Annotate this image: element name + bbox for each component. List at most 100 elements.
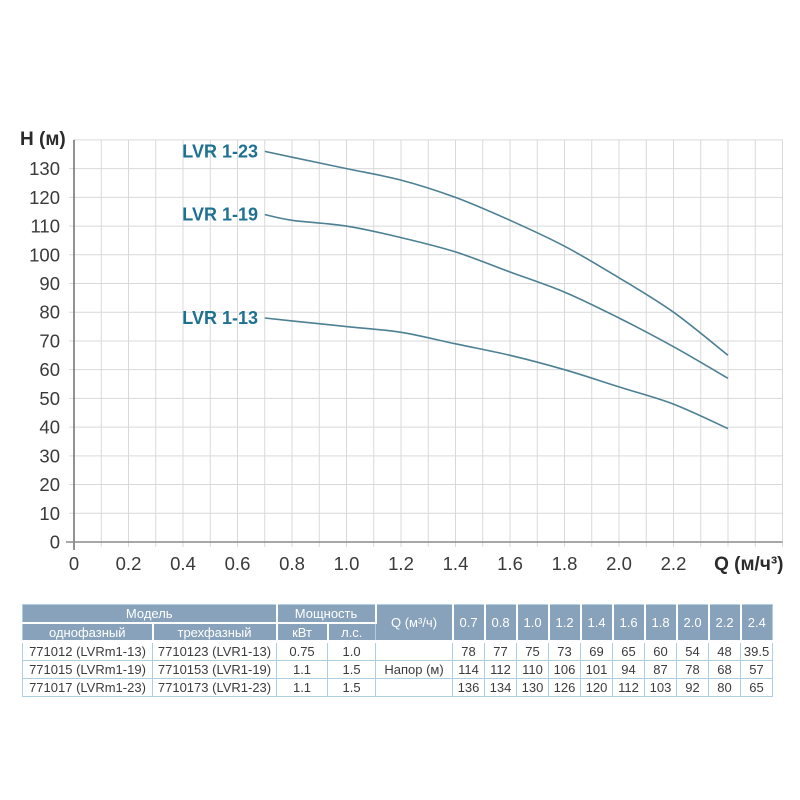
- header-q-value: 1.0: [516, 604, 550, 643]
- head-value-cell: 92: [676, 678, 710, 697]
- header-hp: л.с.: [327, 623, 377, 643]
- head-value-cell: 101: [580, 660, 614, 679]
- header-single-phase: однофазный: [22, 623, 154, 643]
- head-value-cell: 48: [708, 641, 742, 661]
- x-tick-label: 0.8: [279, 553, 305, 574]
- header-q-value: 1.8: [644, 604, 678, 643]
- header-q-value: 1.4: [580, 604, 614, 643]
- head-value-cell: 73: [548, 641, 582, 661]
- header-power: Мощность: [276, 604, 377, 624]
- pump-specs-table: Модель Мощность Q (м³/ч) 0.7 0.8 1.0 1.2 1.4…: [22, 604, 774, 697]
- table-body: 771012 (LVRm1-13) 7710123 (LVR1-13) 0.75 1.…: [22, 641, 774, 697]
- y-tick-label: 20: [39, 474, 60, 495]
- header-q-value: 2.4: [740, 604, 774, 643]
- head-label-cell: [375, 678, 454, 697]
- x-tick-label: 1.6: [497, 553, 523, 574]
- head-label-cell: Напор (м): [375, 660, 454, 679]
- x-tick-label: 2.2: [661, 553, 687, 574]
- x-tick-label: 1.8: [552, 553, 578, 574]
- y-tick-label: 120: [29, 187, 60, 208]
- head-value-cell: 75: [516, 641, 550, 661]
- head-value-cell: 39.5: [740, 641, 774, 661]
- curve-label-LVR-1-13: LVR 1-13: [182, 308, 258, 328]
- y-tick-label: 50: [39, 388, 60, 409]
- x-tick-label: 0: [69, 553, 79, 574]
- power-hp-cell: 1.0: [327, 641, 377, 661]
- head-value-cell: 136: [452, 678, 486, 697]
- table-header-row-1: Модель Мощность Q (м³/ч) 0.7 0.8 1.0 1.2 1.4…: [22, 604, 774, 643]
- header-q-value: 2.0: [676, 604, 710, 643]
- head-value-cell: 60: [644, 641, 678, 661]
- table-header: Модель Мощность Q (м³/ч) 0.7 0.8 1.0 1.2 1.4…: [22, 604, 774, 643]
- header-model: Модель: [22, 604, 278, 624]
- y-tick-label: 100: [29, 244, 60, 265]
- y-tick-label: 90: [39, 273, 60, 294]
- head-value-cell: 69: [580, 641, 614, 661]
- header-q-value: 0.8: [484, 604, 518, 643]
- head-value-cell: 103: [644, 678, 678, 697]
- y-axis-title: H (м): [20, 129, 66, 150]
- head-value-cell: 77: [484, 641, 518, 661]
- y-tick-label: 60: [39, 359, 60, 380]
- model-three-cell: 7710173 (LVR1-23): [151, 678, 278, 697]
- head-value-cell: 78: [676, 660, 710, 679]
- table-header-row-2: однофазный трехфазный кВт л.с.: [22, 623, 773, 643]
- pump-performance-chart: 0 0.2 0.4 0.6 0.8 1.0 1.2 1.4 1.6 1.8 2.0 2.2 0 10 20 3…: [20, 129, 784, 575]
- head-value-cell: 54: [676, 641, 710, 661]
- x-tick-label: 0.2: [116, 553, 142, 574]
- table-row: 771012 (LVRm1-13) 7710123 (LVR1-13) 0.75 1.…: [22, 641, 774, 661]
- head-value-cell: 106: [548, 660, 582, 679]
- head-value-cell: 134: [484, 678, 518, 697]
- header-q-value: 2.2: [708, 604, 742, 643]
- head-value-cell: 120: [580, 678, 614, 697]
- x-axis-title: Q (м/ч³): [714, 554, 783, 575]
- head-label-cell: [375, 641, 454, 661]
- x-tick-label: 0.4: [170, 553, 196, 574]
- curve-LVR-1-23: [264, 150, 729, 356]
- x-tick-label: 2.0: [606, 553, 632, 574]
- curve-LVR-1-19: [264, 213, 729, 379]
- head-value-cell: 112: [612, 678, 646, 697]
- head-value-cell: 65: [612, 641, 646, 661]
- head-value-cell: 126: [548, 678, 582, 697]
- header-kw: кВт: [276, 623, 329, 643]
- y-tick-label: 110: [31, 216, 61, 237]
- header-q-flow: Q (м³/ч): [375, 604, 454, 643]
- y-tick-label: 30: [39, 445, 60, 466]
- table-row: 771015 (LVRm1-19) 7710153 (LVR1-19) 1.1 1.5…: [22, 660, 774, 679]
- power-hp-cell: 1.5: [327, 678, 377, 697]
- y-tick-label: 40: [39, 417, 60, 438]
- head-value-cell: 94: [612, 660, 646, 679]
- head-value-cell: 110: [516, 660, 550, 679]
- curve-label-LVR-1-23: LVR 1-23: [182, 141, 258, 161]
- power-kw-cell: 0.75: [276, 641, 329, 661]
- header-q-value: 0.7: [452, 604, 486, 643]
- model-single-cell: 771015 (LVRm1-19): [22, 660, 153, 679]
- power-kw-cell: 1.1: [276, 660, 329, 679]
- x-tick-label: 0.6: [225, 553, 251, 574]
- table-row: 771017 (LVRm1-23) 7710173 (LVR1-23) 1.1 1.5…: [22, 678, 774, 697]
- header-q-value: 1.6: [612, 604, 646, 643]
- y-tick-label: 80: [39, 302, 60, 323]
- model-single-cell: 771012 (LVRm1-13): [22, 641, 153, 661]
- y-tick-label: 130: [29, 158, 60, 179]
- header-q-value: 1.2: [548, 604, 582, 643]
- head-value-cell: 112: [484, 660, 518, 679]
- y-tick-label: 0: [50, 532, 60, 553]
- y-tick-label: 10: [39, 503, 60, 524]
- power-hp-cell: 1.5: [327, 660, 377, 679]
- head-value-cell: 130: [516, 678, 550, 697]
- head-value-cell: 68: [708, 660, 742, 679]
- head-value-cell: 57: [740, 660, 774, 679]
- x-tick-label: 1.0: [334, 553, 360, 574]
- head-value-cell: 78: [452, 641, 486, 661]
- model-three-cell: 7710153 (LVR1-19): [151, 660, 278, 679]
- head-value-cell: 114: [452, 660, 486, 679]
- head-value-cell: 65: [740, 678, 774, 697]
- curve-LVR-1-13: [264, 317, 729, 430]
- x-tick-label: 1.4: [443, 553, 469, 574]
- y-tick-label: 70: [39, 330, 60, 351]
- header-three-phase: трехфазный: [152, 623, 278, 643]
- power-kw-cell: 1.1: [276, 678, 329, 697]
